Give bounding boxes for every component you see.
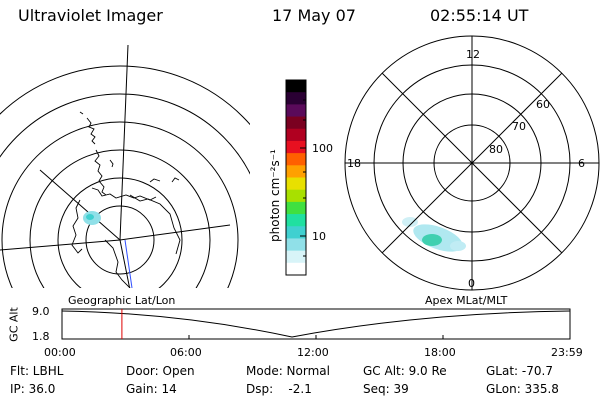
time-tick-1800: 18:00	[424, 346, 456, 359]
meridian-line	[119, 44, 129, 241]
altitude-tick-high: 9.0	[32, 305, 50, 318]
mode-info: Mode: Normal	[246, 364, 330, 378]
coastline	[71, 111, 181, 288]
lat-ring	[85, 205, 155, 275]
mlt-label-12: 12	[466, 48, 480, 61]
time-tick-0000: 00:00	[44, 346, 76, 359]
glon-info: GLon: 335.8	[486, 382, 559, 396]
time-tick-2359: 23:59	[551, 346, 583, 359]
lat-ring	[0, 65, 250, 126]
gain-info: Gain: 14	[126, 382, 177, 396]
colorbar-segment	[286, 189, 306, 203]
mlat-label-80: 80	[489, 143, 503, 156]
colorbar-tick-10: 10	[312, 230, 326, 243]
mlt-label-18: 18	[347, 157, 361, 170]
colorbar-segment	[286, 250, 306, 264]
gc-alt-info: GC Alt: 9.0 Re	[363, 364, 447, 378]
altitude-axis-label: GC Alt	[7, 307, 21, 342]
time-label: 02:55:14 UT	[430, 6, 529, 25]
geographic-projection-label: Geographic Lat/Lon	[68, 294, 176, 307]
lat-ring	[57, 177, 183, 288]
colorbar-segment	[286, 226, 306, 239]
geographic-map	[0, 44, 250, 288]
mlt-label-6: 6	[578, 157, 585, 170]
ip-info: IP: 36.0	[10, 382, 56, 396]
meridian-line	[119, 239, 131, 288]
colorbar-segment	[286, 92, 306, 105]
colorbar-segment	[286, 140, 306, 154]
mlt-label-0: 0	[468, 277, 475, 290]
lat-ring	[29, 149, 211, 288]
colorbar-segment	[286, 116, 306, 130]
altitude-plot	[61, 308, 571, 340]
dsp-info: Dsp: -2.1	[246, 382, 312, 396]
seq-info: Seq: 39	[363, 382, 409, 396]
date-label: 17 May 07	[272, 6, 356, 25]
glat-info: GLat: -70.7	[486, 364, 553, 378]
aurora-patch	[402, 217, 466, 252]
mlat-label-60: 60	[536, 98, 550, 111]
colorbar-segment	[286, 128, 306, 142]
time-tick-1200: 12:00	[297, 346, 329, 359]
time-tick-0600: 06:00	[170, 346, 202, 359]
colorbar-segment	[286, 177, 306, 191]
orbit-track	[124, 239, 133, 288]
lat-ring	[1, 121, 239, 288]
meridian-line	[0, 239, 121, 251]
meridian-line	[119, 224, 231, 241]
aurora-patch	[83, 211, 101, 225]
apex-projection-label: Apex MLat/MLT	[425, 294, 508, 307]
lat-ring	[0, 93, 250, 175]
door-info: Door: Open	[126, 364, 195, 378]
magnetic-polar-plot	[344, 35, 600, 291]
color-bar	[285, 79, 307, 276]
colorbar-segment	[286, 80, 306, 93]
colorbar-segment	[286, 262, 306, 276]
instrument-title: Ultraviolet Imager	[18, 6, 163, 25]
colorbar-segment	[286, 201, 306, 215]
filter-info: Flt: LBHL	[10, 364, 64, 378]
colorbar-tick-100: 100	[312, 142, 333, 155]
colorbar-unit-label: photon cm⁻²s⁻¹	[268, 149, 282, 242]
mlat-label-70: 70	[512, 120, 526, 133]
colorbar-segment	[286, 153, 306, 166]
colorbar-segment	[286, 214, 306, 227]
meridian-line	[39, 169, 121, 241]
colorbar-segment	[286, 104, 306, 118]
altitude-tick-low: 1.8	[32, 330, 50, 343]
colorbar-segment	[286, 238, 306, 252]
colorbar-segment	[286, 165, 306, 178]
